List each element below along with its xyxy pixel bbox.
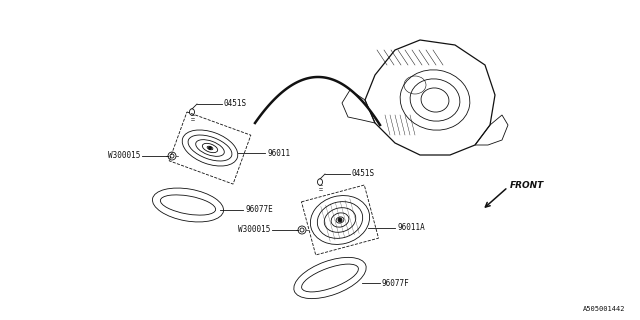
Text: 0451S: 0451S: [224, 100, 247, 108]
Text: W300015: W300015: [237, 226, 270, 235]
Text: W300015: W300015: [108, 151, 140, 161]
Ellipse shape: [338, 218, 342, 222]
Text: 96011: 96011: [267, 148, 290, 157]
Text: A505001442: A505001442: [582, 306, 625, 312]
Text: 96077F: 96077F: [382, 278, 410, 287]
Text: 96077E: 96077E: [245, 205, 273, 214]
Ellipse shape: [209, 147, 211, 149]
Text: 96011A: 96011A: [397, 223, 425, 233]
Text: 0451S: 0451S: [352, 170, 375, 179]
Text: FRONT: FRONT: [510, 180, 544, 189]
